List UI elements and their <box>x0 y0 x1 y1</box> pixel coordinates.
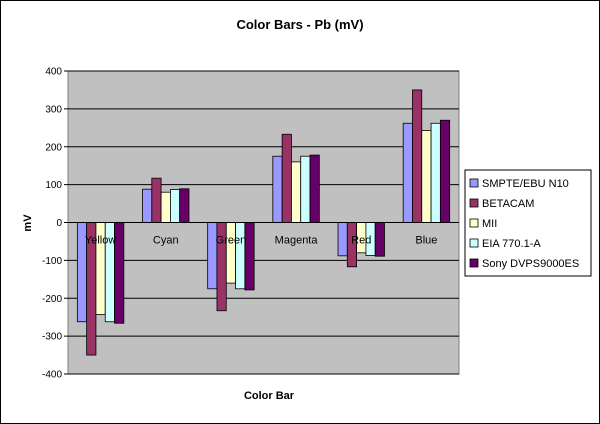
bars <box>76 89 451 356</box>
legend-box <box>464 169 592 277</box>
y-tick-label: 200 <box>45 142 62 153</box>
bar <box>374 222 385 257</box>
legend-label: MII <box>482 218 497 230</box>
legend-label: Sony DVPS9000ES <box>482 258 579 270</box>
y-axis-ticks: 400 300 200 100 0 -100 -200 -300 -400 <box>42 67 68 381</box>
bar <box>142 188 153 223</box>
bar <box>207 222 218 290</box>
bar <box>439 119 451 223</box>
category-label: Yellow <box>85 235 116 247</box>
legend-label: BETACAM <box>482 198 534 210</box>
y-tick-label: -200 <box>42 294 62 305</box>
bar <box>337 222 348 257</box>
legend-swatch <box>469 178 479 188</box>
bar <box>430 122 441 223</box>
legend-swatch <box>469 218 479 228</box>
bar <box>309 154 320 223</box>
bar <box>151 177 162 223</box>
bar <box>225 222 236 284</box>
category-labels: Yellow Cyan Green Magenta Red Blue <box>85 235 438 247</box>
legend: SMPTE/EBU N10 BETACAM MII EIA 770.1-A Sony D… <box>464 169 592 277</box>
category-label: Blue <box>415 235 437 247</box>
legend-swatch <box>469 258 479 268</box>
bar <box>291 161 302 223</box>
y-tick-label: -100 <box>42 256 62 267</box>
y-tick-label: 300 <box>45 104 62 115</box>
category-label: Cyan <box>153 235 179 247</box>
legend-label: SMPTE/EBU N10 <box>482 178 569 190</box>
category-label: Red <box>351 235 371 247</box>
bar <box>244 222 255 291</box>
legend-swatch <box>469 198 479 208</box>
legend-label: EIA 770.1-A <box>482 238 541 250</box>
bar <box>272 155 283 223</box>
bar <box>169 189 181 223</box>
gridlines <box>68 70 459 375</box>
category-label: Magenta <box>275 235 319 247</box>
y-tick-label: 100 <box>45 180 62 191</box>
bar <box>421 130 432 223</box>
category-label: Green <box>216 235 247 247</box>
y-tick-label: -300 <box>42 332 62 343</box>
bar <box>281 133 292 223</box>
y-axis-label: mV <box>22 214 34 232</box>
y-tick-label: 400 <box>45 67 62 78</box>
chart-title: Color Bars - Pb (mV) <box>236 17 363 32</box>
bar <box>160 191 171 223</box>
bar <box>300 155 311 223</box>
legend-swatch <box>469 238 479 248</box>
x-axis-label: Color Bar <box>244 390 295 402</box>
bar <box>235 222 246 290</box>
bar <box>402 122 413 223</box>
bar <box>179 188 190 223</box>
y-tick-label: -400 <box>42 370 62 381</box>
y-tick-label: 0 <box>56 218 62 229</box>
bar <box>412 89 423 223</box>
